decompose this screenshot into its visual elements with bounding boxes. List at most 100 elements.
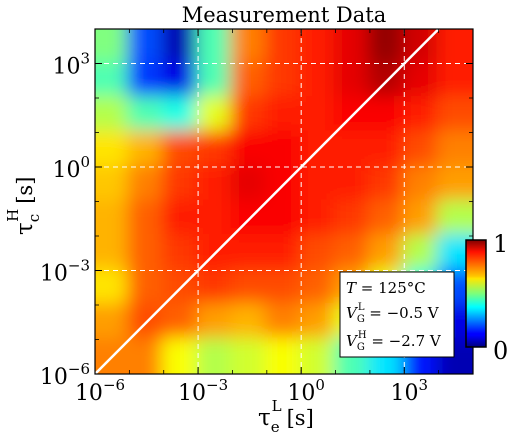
heatmap-cell <box>230 96 269 135</box>
y-tick-label: 10−3 <box>40 257 90 287</box>
heatmap-cell <box>127 337 166 374</box>
annotation-temperature: T = 125°C <box>346 279 426 297</box>
heatmap-cell <box>127 199 166 238</box>
x-tick-label: 103 <box>390 376 428 406</box>
heatmap-cell <box>230 165 269 204</box>
heatmap-cell <box>436 165 473 204</box>
colorbar-max-label: 1 <box>493 230 508 258</box>
heatmap-cell <box>402 199 441 238</box>
heatmap-cell <box>230 130 269 169</box>
colorbar: 1 0 <box>465 230 508 365</box>
heatmap-cell <box>333 199 372 238</box>
heatmap-cell <box>161 234 201 273</box>
x-tick-labels: 10−6 10−3 100 103 <box>75 376 428 406</box>
svg-text:τcH[s]: τcH[s] <box>4 177 43 235</box>
heatmap-cell <box>127 29 166 66</box>
heatmap-cell <box>161 337 201 374</box>
heatmap-cell <box>264 29 304 66</box>
heatmap-cell <box>230 268 269 307</box>
heatmap-cell <box>436 96 473 135</box>
y-axis-label: τcH[s] <box>4 177 43 235</box>
heatmap-cell <box>95 29 132 66</box>
heatmap-cell <box>333 165 372 204</box>
annotation-low-voltage: VGL = −0.5 V <box>346 302 440 325</box>
heatmap-cell <box>402 165 441 204</box>
heatmap-cell <box>436 29 473 66</box>
heatmap-cell <box>161 130 201 169</box>
heatmap-cell <box>333 61 372 100</box>
colorbar-min-label: 0 <box>493 337 508 365</box>
heatmap-cell <box>367 29 407 66</box>
colorbar-gradient <box>465 239 487 348</box>
heatmap-cell <box>196 199 235 238</box>
heatmap-cell <box>95 199 132 238</box>
heatmap-cell <box>264 268 304 307</box>
heatmap-cell <box>196 268 235 307</box>
y-tick-label: 10−6 <box>40 360 90 390</box>
heatmap-cell <box>264 199 304 238</box>
x-tick-label: 100 <box>287 376 325 406</box>
heatmap-cell <box>299 268 338 307</box>
heatmap-cell <box>95 268 132 307</box>
x-tick-label: 10−3 <box>178 376 228 406</box>
y-tick-labels: 10−6 10−3 100 103 <box>40 50 90 391</box>
heatmap-cell <box>402 96 441 135</box>
heatmap-cell <box>196 303 235 342</box>
heatmap-cell <box>127 130 166 169</box>
heatmap-cell <box>127 61 166 100</box>
heatmap-cell <box>230 234 269 273</box>
annotation-box: T = 125°C VGL = −0.5 V VGH = −2.7 V <box>339 271 455 358</box>
x-tick-label: 10−6 <box>75 376 125 406</box>
grid-lines <box>95 29 473 374</box>
heatmap-cell <box>264 337 304 374</box>
annotation-high-voltage: VGH = −2.7 V <box>346 330 442 353</box>
heatmap-cell <box>367 165 407 204</box>
heatmap-cell <box>333 130 372 169</box>
heatmap-cell <box>367 130 407 169</box>
heatmap-cell <box>230 303 269 342</box>
heatmap-cell <box>402 130 441 169</box>
heatmap-cell <box>95 130 132 169</box>
heatmap-cell <box>402 234 441 273</box>
heatmap-cell <box>299 303 338 342</box>
heatmap-cell <box>161 61 201 100</box>
heatmap-cell <box>95 61 132 100</box>
heatmap-cell <box>333 29 372 66</box>
heatmap-cell <box>95 96 132 135</box>
heatmap-cell <box>127 268 166 307</box>
heatmap-cell <box>299 337 338 374</box>
annotation-frame <box>339 271 455 358</box>
heatmap-cell <box>436 130 473 169</box>
heatmap-cell <box>299 165 338 204</box>
heatmap-cell <box>196 96 235 135</box>
chart-title: Measurement Data <box>182 3 387 27</box>
heatmap-cell <box>264 303 304 342</box>
heatmap-cell <box>230 337 269 374</box>
heatmap-cell <box>161 29 201 66</box>
heatmap-cell <box>402 29 441 66</box>
heatmap-cell <box>264 61 304 100</box>
heatmap-cell <box>367 96 407 135</box>
heatmap-cell <box>230 29 269 66</box>
heatmap-cell <box>161 96 201 135</box>
heatmap-cell <box>436 61 473 100</box>
heatmap-cell <box>264 96 304 135</box>
heatmap-cell <box>127 96 166 135</box>
heatmap-cell <box>95 303 132 342</box>
y-tick-label: 103 <box>52 50 90 80</box>
heatmap-cell <box>196 165 235 204</box>
heatmap-cell <box>299 199 338 238</box>
heatmap-cell <box>161 199 201 238</box>
heatmap-cell <box>299 61 338 100</box>
heatmap-cell <box>196 337 235 374</box>
heatmap-cell <box>230 61 269 100</box>
heatmap-cell <box>196 130 235 169</box>
heatmap-cell <box>436 199 473 238</box>
heatmap-cell <box>196 29 235 66</box>
heatmap-cell <box>161 165 201 204</box>
heatmap-cell <box>367 199 407 238</box>
heatmap-cell <box>299 234 338 273</box>
tick-marks <box>94 28 474 375</box>
x-axis-label: τeL [s] <box>258 397 314 436</box>
